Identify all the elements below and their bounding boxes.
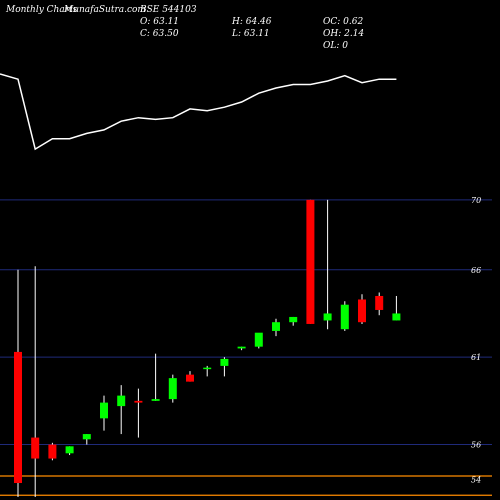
candle-body bbox=[31, 437, 40, 459]
candle-body bbox=[272, 322, 280, 331]
candle-body bbox=[392, 313, 401, 321]
candle-body bbox=[134, 400, 143, 403]
candle-body bbox=[306, 199, 315, 324]
candle-body bbox=[203, 367, 212, 370]
candle-body bbox=[186, 374, 194, 382]
chart-title: Monthly Charts bbox=[5, 5, 78, 15]
candle bbox=[14, 269, 22, 497]
candle bbox=[289, 316, 298, 326]
oc-value: OC: 0.62 bbox=[323, 17, 363, 27]
candle-body bbox=[168, 378, 177, 400]
candle-body bbox=[14, 351, 22, 484]
gridlines bbox=[0, 199, 492, 446]
candle-body bbox=[358, 299, 366, 323]
candle bbox=[254, 332, 263, 349]
candle-body bbox=[151, 399, 160, 401]
oh-value: OH: 2.14 bbox=[323, 29, 364, 39]
candle bbox=[151, 353, 160, 401]
y-tick-label: 61 bbox=[471, 353, 481, 362]
candle bbox=[100, 395, 108, 431]
candle bbox=[392, 295, 401, 321]
y-tick-label: 56 bbox=[471, 441, 481, 450]
candle bbox=[48, 442, 57, 461]
moving-average bbox=[0, 73, 397, 151]
candle bbox=[203, 365, 212, 377]
candle-body bbox=[65, 446, 74, 454]
candle-body bbox=[375, 295, 384, 310]
ma-line bbox=[0, 73, 397, 151]
close-value: C: 63.50 bbox=[140, 29, 179, 39]
candle-body bbox=[254, 332, 263, 347]
candle bbox=[134, 388, 143, 438]
candle-body bbox=[220, 358, 229, 366]
candle-body bbox=[323, 313, 332, 321]
low-value: L: 63.11 bbox=[231, 29, 270, 39]
candle bbox=[168, 374, 177, 403]
candle bbox=[375, 292, 384, 316]
candles bbox=[14, 199, 401, 497]
candle bbox=[65, 446, 74, 456]
chart-symbol: BSE 544103 bbox=[139, 5, 197, 15]
candle bbox=[220, 357, 229, 377]
candle-body bbox=[48, 444, 57, 459]
level-lines bbox=[0, 475, 492, 496]
candle-body bbox=[82, 434, 91, 440]
candle-body bbox=[289, 316, 298, 323]
high-value: H: 64.46 bbox=[231, 17, 272, 27]
candle bbox=[340, 301, 349, 331]
ol-value: OL: 0 bbox=[323, 41, 348, 51]
chart-source: MunafaSutra.com bbox=[63, 5, 146, 15]
chart-header: Monthly Charts MunafaSutra.com BSE 54410… bbox=[5, 5, 364, 51]
candle bbox=[31, 266, 40, 497]
candle bbox=[82, 434, 91, 445]
y-tick-label: 70 bbox=[471, 196, 481, 205]
candle bbox=[306, 199, 315, 324]
candle bbox=[237, 346, 246, 351]
candle bbox=[186, 371, 194, 382]
candle bbox=[323, 199, 332, 330]
candle-body bbox=[237, 346, 246, 349]
y-tick-label: 66 bbox=[471, 266, 481, 275]
candle bbox=[272, 318, 280, 337]
candle-body bbox=[117, 395, 126, 407]
y-axis-ticks: 70 66 61 56 54 bbox=[471, 196, 481, 485]
candle bbox=[117, 385, 126, 435]
candle-body bbox=[340, 304, 349, 330]
candle bbox=[358, 294, 366, 324]
open-value: O: 63.11 bbox=[140, 17, 179, 27]
candle-body bbox=[100, 402, 108, 419]
y-tick-label: 54 bbox=[471, 476, 481, 485]
